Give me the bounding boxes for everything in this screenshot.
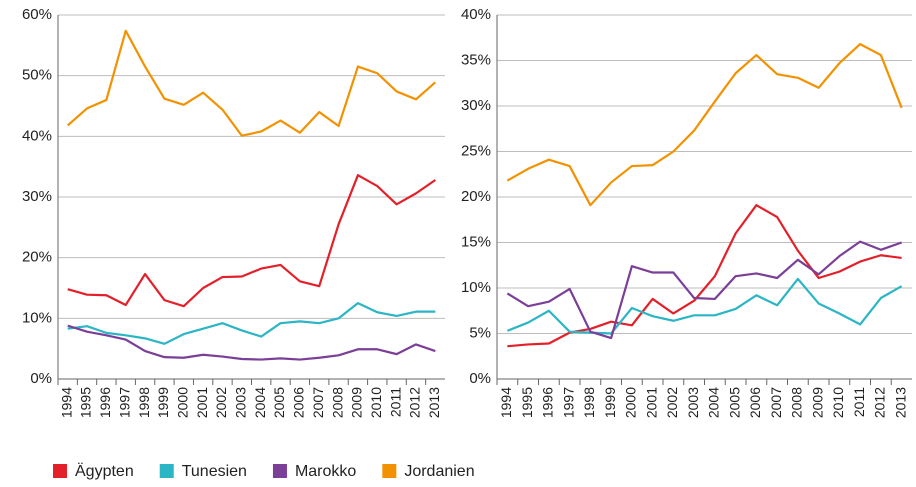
x-tick-label: 2000 [623,387,639,418]
x-tick-label: 2004 [252,387,268,418]
x-tick-label: 2003 [233,387,249,418]
y-tick-label: 25% [461,142,491,159]
x-tick-label: 2006 [291,387,307,418]
legend-swatch [53,464,67,478]
y-tick-label: 30% [22,188,52,205]
y-tick-label: 10% [22,309,52,326]
legend-label: Tunesien [182,463,247,480]
y-tick-label: 20% [461,188,491,205]
x-tick-label: 2012 [407,387,423,418]
x-tick-label: 2009 [809,387,825,418]
series-line [67,324,436,361]
x-tick-label: 1994 [58,387,74,418]
y-tick-label: 5% [469,324,491,341]
y-tick-label: 0% [30,370,52,387]
y-tick-label: 0% [469,370,491,387]
x-tick-label: 1996 [97,387,113,418]
x-tick-label: 2006 [747,387,763,418]
x-tick-label: 2007 [310,387,326,418]
legend-label: Marokko [295,463,356,480]
legend-swatch [159,464,174,478]
series-line [506,43,903,207]
y-tick-label: 10% [461,279,491,296]
x-tick-label: 1994 [498,387,514,418]
x-tick-label: 2010 [368,387,384,418]
x-tick-label: 1999 [155,387,171,418]
legend-label: Jordanien [404,463,474,480]
x-tick-label: 2007 [768,387,784,418]
y-tick-label: 15% [461,233,491,250]
y-tick-label: 50% [22,67,52,84]
x-tick-label: 2010 [830,387,846,418]
series-line [506,240,902,340]
x-tick-label: 2008 [789,387,805,418]
x-tick-label: 1998 [581,387,597,418]
legend-swatch [272,464,287,478]
x-tick-label: 1997 [116,387,132,418]
legend-swatch [382,464,397,478]
series-line [67,302,436,345]
x-tick-label: 2008 [329,387,345,418]
x-tick-label: 1996 [540,387,556,418]
x-tick-label: 2005 [271,387,287,418]
series-line [506,277,903,335]
y-tick-label: 40% [22,127,52,144]
x-tick-label: 2004 [706,387,722,418]
x-tick-label: 2003 [685,387,701,418]
x-tick-label: 1999 [602,387,618,418]
series-line [507,204,902,348]
x-tick-label: 2000 [174,387,190,418]
x-tick-label: 2001 [194,387,210,418]
x-tick-label: 1997 [560,387,576,418]
x-tick-label: 1995 [78,387,94,418]
y-tick-label: 35% [461,51,491,68]
x-tick-label: 2012 [872,387,888,418]
x-tick-label: 2001 [643,387,659,418]
x-tick-label: 2011 [851,387,867,417]
x-tick-label: 2011 [387,387,403,417]
series-line [66,29,437,137]
x-tick-label: 2002 [213,387,229,418]
y-tick-label: 30% [461,97,491,114]
x-tick-label: 2009 [349,387,365,418]
y-tick-label: 40% [461,6,491,23]
x-tick-label: 1998 [136,387,152,418]
x-tick-label: 2013 [426,387,442,418]
x-tick-label: 1995 [519,387,535,418]
x-tick-label: 2013 [892,387,908,418]
legend-label: Ägypten [75,462,134,480]
y-tick-label: 20% [22,249,52,266]
x-tick-label: 2002 [664,387,680,418]
series-line [67,174,436,308]
x-tick-label: 2005 [726,387,742,418]
y-tick-label: 60% [22,6,52,23]
